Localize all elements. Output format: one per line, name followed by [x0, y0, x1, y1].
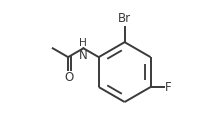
- Text: H: H: [80, 38, 87, 48]
- Text: O: O: [65, 71, 74, 84]
- Text: F: F: [165, 81, 172, 94]
- Text: Br: Br: [118, 12, 131, 25]
- Text: N: N: [79, 49, 88, 62]
